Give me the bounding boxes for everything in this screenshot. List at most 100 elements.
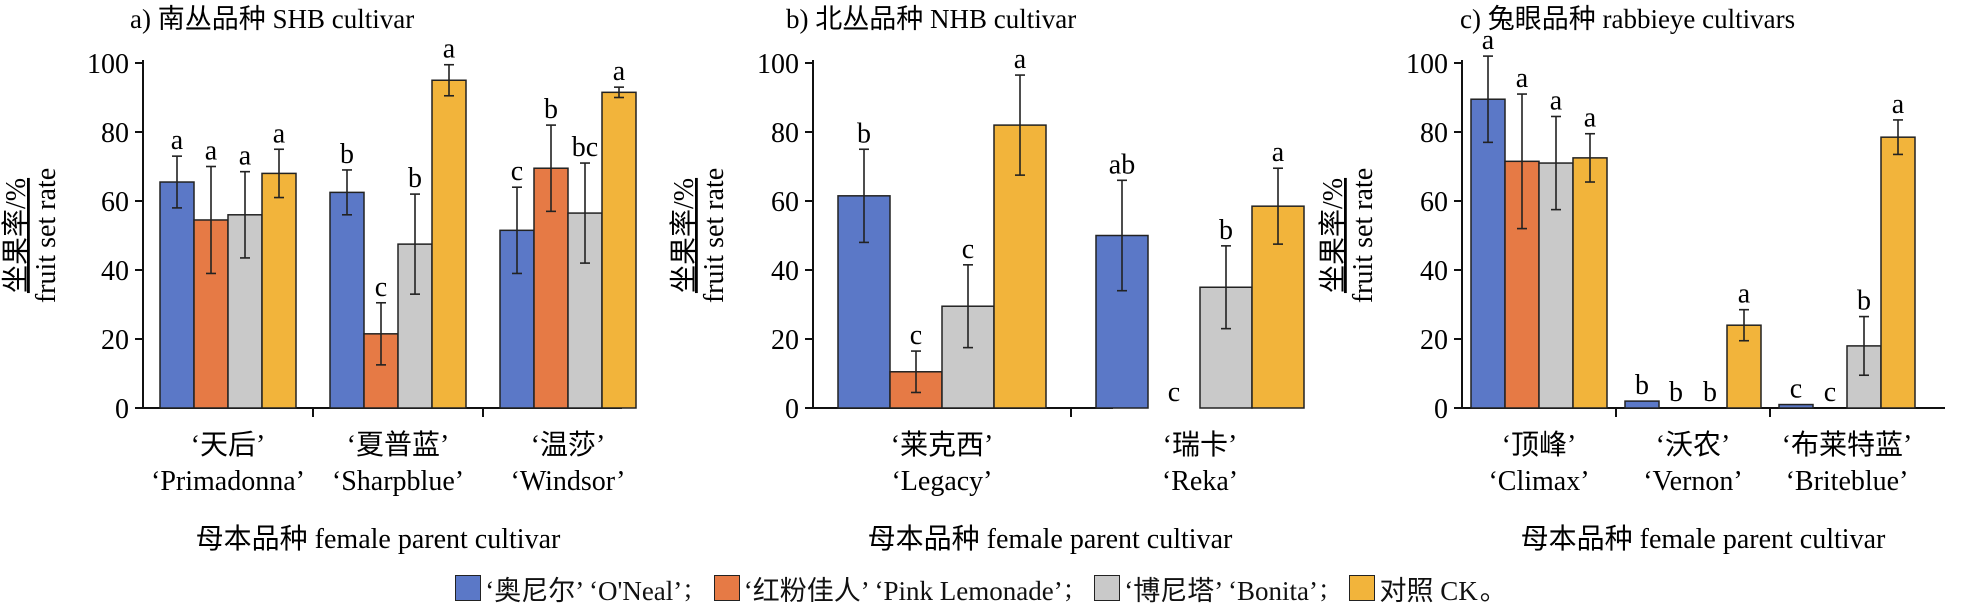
significance-letter: b xyxy=(544,94,558,125)
significance-letter: a xyxy=(1738,279,1751,310)
significance-letter: a xyxy=(1584,103,1597,134)
y-axis-label-zh: 坐果率/% xyxy=(1317,178,1349,293)
bar-ck xyxy=(1572,157,1608,409)
significance-letter: a xyxy=(1482,25,1495,56)
legend-separator: ; xyxy=(1064,572,1073,603)
legend-separator: ; xyxy=(1319,572,1328,603)
significance-letter: b xyxy=(1635,370,1649,401)
chart-title: a) 南丛品种 SHB cultivar xyxy=(130,4,414,34)
x-tick-label-zh: ‘天后’ xyxy=(191,429,266,461)
significance-letter: ab xyxy=(1109,149,1135,180)
y-tick-label: 100 xyxy=(87,49,129,80)
x-tick-label-en: ‘Reka’ xyxy=(1162,466,1238,497)
significance-letter: b xyxy=(1703,377,1717,408)
y-tick-label: 60 xyxy=(1420,187,1448,218)
x-tick-label-en: ‘Windsor’ xyxy=(511,466,626,497)
yellow-square-icon xyxy=(1349,575,1376,601)
y-tick-label: 20 xyxy=(101,325,129,356)
chart-title: c) 兔眼品种 rabbieye cultivars xyxy=(1460,4,1795,34)
legend-item: ‘奥尼尔’ ‘O'Neal’; xyxy=(455,569,692,608)
y-tick-label: 60 xyxy=(771,187,799,218)
y-tick-label: 20 xyxy=(1420,325,1448,356)
y-tick-label: 0 xyxy=(785,394,799,425)
blue-square-icon xyxy=(455,575,482,601)
y-tick-label: 60 xyxy=(101,187,129,218)
bar-ck xyxy=(431,79,467,409)
legend-item: ‘博尼塔’ ‘Bonita’; xyxy=(1094,569,1327,608)
significance-letter: c xyxy=(910,320,922,351)
x-tick-label-zh: ‘莱克西’ xyxy=(891,429,994,461)
bar-oneal xyxy=(1470,98,1506,409)
legend-separator: 。 xyxy=(1479,575,1507,606)
significance-letter: a xyxy=(613,56,626,87)
bar-oneal xyxy=(1778,403,1814,409)
y-axis-label-zh: 坐果率/% xyxy=(0,178,32,293)
significance-letter: a xyxy=(443,34,456,65)
y-tick-label: 40 xyxy=(771,256,799,287)
significance-letter: c xyxy=(375,272,387,303)
y-tick-label: 40 xyxy=(1420,256,1448,287)
significance-letter: c xyxy=(1824,377,1836,408)
x-axis-label: 母本品种 female parent cultivar xyxy=(196,523,561,555)
legend-label: ‘红粉佳人’ ‘Pink Lemonade’ xyxy=(743,575,1063,606)
y-tick-label: 0 xyxy=(115,394,129,425)
y-axis-label-en: fruit set rate xyxy=(699,168,730,303)
significance-letter: a xyxy=(1516,63,1529,94)
significance-letter: a xyxy=(1892,89,1905,120)
significance-letter: a xyxy=(1550,85,1563,116)
significance-letter: a xyxy=(1272,137,1285,168)
legend-item: 对照 CK。 xyxy=(1349,569,1507,608)
bar-ck xyxy=(601,91,637,409)
gray-square-icon xyxy=(1094,575,1121,601)
x-tick-label-en: ‘Climax’ xyxy=(1488,466,1589,497)
bar-oneal xyxy=(329,191,365,409)
legend-separator: ; xyxy=(684,572,692,603)
x-tick-label-zh: ‘夏普蓝’ xyxy=(347,429,450,461)
significance-letter: a xyxy=(171,125,184,156)
legend-item: ‘红粉佳人’ ‘Pink Lemonade’; xyxy=(713,569,1073,608)
bar-oneal xyxy=(159,181,195,409)
y-tick-label: 80 xyxy=(771,118,799,149)
y-tick-label: 80 xyxy=(1420,118,1448,149)
significance-letter: a xyxy=(273,118,286,149)
y-axis-label-en: fruit set rate xyxy=(1348,168,1379,303)
y-tick-label: 100 xyxy=(757,49,799,80)
x-tick-label-en: ‘Legacy’ xyxy=(891,466,992,497)
bar-oneal xyxy=(837,195,891,409)
x-tick-label-en: ‘Briteblue’ xyxy=(1786,466,1909,497)
x-axis-label: 母本品种 female parent cultivar xyxy=(868,523,1233,555)
significance-letter: c xyxy=(1790,374,1802,405)
legend-label: ‘奥尼尔’ ‘O'Neal’ xyxy=(485,575,683,606)
legend: ‘奥尼尔’ ‘O'Neal’; ‘红粉佳人’ ‘Pink Lemonade’; ‘博… xyxy=(0,568,1962,608)
y-tick-label: 0 xyxy=(1434,394,1448,425)
panel-c-rabbiteye: c) 兔眼品种 rabbieye cultivars 坐果率/% fruit set… xyxy=(1317,4,1945,555)
significance-letter: a xyxy=(1014,44,1027,75)
x-tick-label-zh: ‘沃农’ xyxy=(1656,429,1731,461)
x-tick-label-zh: ‘温莎’ xyxy=(531,429,606,461)
y-tick-label: 40 xyxy=(101,256,129,287)
significance-letter: b xyxy=(857,118,871,149)
x-tick-label-en: ‘Primadonna’ xyxy=(151,466,305,497)
bar-oneal xyxy=(1624,400,1660,409)
x-tick-label-zh: ‘布莱特蓝’ xyxy=(1782,429,1913,461)
significance-letter: b xyxy=(1669,377,1683,408)
y-axis-label-en: fruit set rate xyxy=(31,168,62,303)
x-tick-label-zh: ‘瑞卡’ xyxy=(1163,429,1238,461)
significance-letter: b xyxy=(340,139,354,170)
legend-label: ‘博尼塔’ ‘Bonita’ xyxy=(1124,575,1318,606)
significance-letter: c xyxy=(1168,377,1180,408)
significance-letter: b xyxy=(408,163,422,194)
significance-letter: a xyxy=(239,141,252,172)
significance-letter: bc xyxy=(572,132,598,163)
x-axis-label: 母本品种 female parent cultivar xyxy=(1521,523,1886,555)
panel-a-shb: a) 南丛品种 SHB cultivar 坐果率/% fruit set rate 0… xyxy=(0,4,637,555)
x-tick-label-en: ‘Vernon’ xyxy=(1643,466,1743,497)
y-tick-label: 20 xyxy=(771,325,799,356)
significance-letter: b xyxy=(1219,215,1233,246)
panel-b-nhb: b) 北丛品种 NHB cultivar 坐果率/% fruit set rate 0… xyxy=(668,4,1305,555)
x-tick-label-zh: ‘顶峰’ xyxy=(1502,429,1577,461)
y-axis-label-zh: 坐果率/% xyxy=(668,178,700,293)
x-tick-label-en: ‘Sharpblue’ xyxy=(332,466,464,497)
legend-label: 对照 CK xyxy=(1379,575,1478,606)
